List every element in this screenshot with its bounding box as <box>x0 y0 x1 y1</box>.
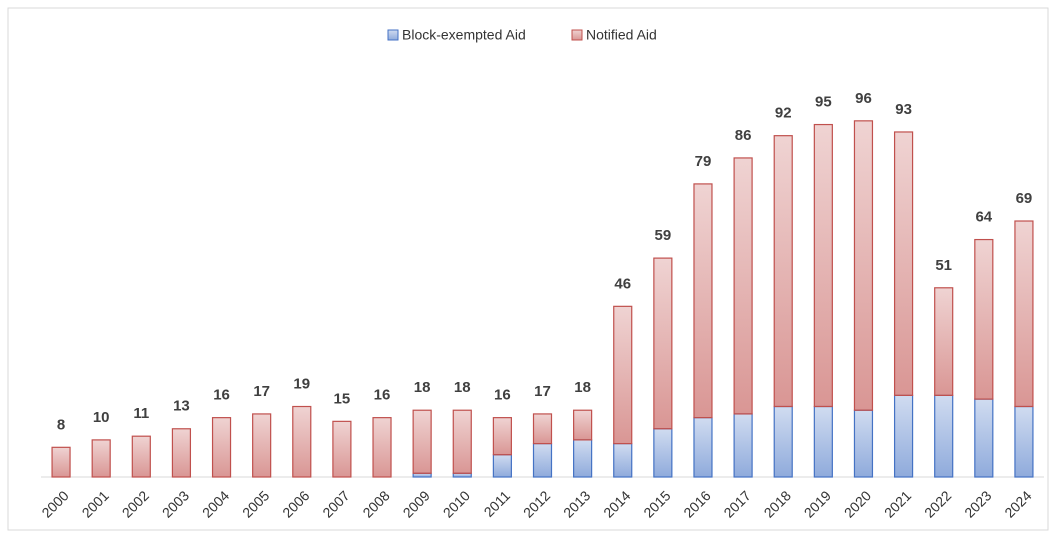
data-label: 18 <box>454 379 471 396</box>
data-label: 86 <box>735 127 752 144</box>
bar-segment <box>492 454 512 478</box>
legend-swatch <box>571 29 583 41</box>
bar-segment <box>532 443 553 478</box>
bar-segment <box>934 287 954 396</box>
legend-label: Block-exempted Aid <box>402 27 526 43</box>
bar-segment <box>693 183 713 419</box>
bar-segment <box>211 417 232 478</box>
bar-segment <box>573 409 593 441</box>
bar-segment <box>332 420 352 478</box>
data-label: 13 <box>173 398 190 415</box>
bar-segment <box>934 394 954 478</box>
data-label: 17 <box>534 383 551 400</box>
data-label: 51 <box>935 257 952 274</box>
bar-segment <box>653 428 673 478</box>
data-label: 93 <box>895 101 912 118</box>
bar-segment <box>773 135 793 408</box>
data-label: 59 <box>655 227 672 244</box>
bar-segment <box>492 417 512 456</box>
data-label: 64 <box>975 209 992 226</box>
bar-segment <box>733 413 753 478</box>
bar-segment <box>372 417 392 478</box>
data-label: 15 <box>334 390 351 407</box>
data-label: 11 <box>133 405 149 422</box>
bar-segment <box>1014 220 1034 408</box>
data-label: 8 <box>57 416 65 433</box>
bar-segment <box>974 398 994 478</box>
bar-segment <box>613 305 633 445</box>
bar-segment <box>131 435 151 478</box>
bar-segment <box>613 443 633 478</box>
bar-segment <box>1014 405 1034 478</box>
data-label: 92 <box>775 105 792 122</box>
bar-segment <box>693 417 713 478</box>
data-label: 16 <box>494 387 511 404</box>
bar-segment <box>853 409 874 478</box>
bar-segment <box>974 238 994 400</box>
legend-swatch <box>387 29 399 41</box>
bar-segment <box>773 405 793 478</box>
data-label: 79 <box>695 153 712 170</box>
data-label: 18 <box>574 379 591 396</box>
bar-segment <box>91 439 111 478</box>
bar-segment <box>813 405 833 478</box>
bar-segment <box>853 120 874 411</box>
data-label: 16 <box>374 387 391 404</box>
data-label: 10 <box>93 409 110 426</box>
bar-segment <box>292 405 312 478</box>
bar-segment <box>452 409 472 474</box>
bar-segment <box>733 157 753 415</box>
bar-segment <box>813 123 833 408</box>
bar-segment <box>532 413 553 445</box>
chart-frame <box>7 7 1049 531</box>
bar-segment <box>171 428 192 478</box>
data-label: 16 <box>213 387 230 404</box>
bar-segment <box>412 409 432 474</box>
data-label: 69 <box>1016 190 1033 207</box>
bar-segment <box>653 257 673 430</box>
data-label: 19 <box>293 375 310 392</box>
bar-segment <box>893 131 914 396</box>
data-label: 95 <box>815 94 832 111</box>
bar-segment <box>893 394 914 478</box>
data-label: 18 <box>414 379 431 396</box>
bar-segment <box>573 439 593 478</box>
data-label: 17 <box>253 383 270 400</box>
data-label: 96 <box>855 90 872 107</box>
legend-label: Notified Aid <box>586 27 657 43</box>
data-label: 46 <box>614 275 631 292</box>
bar-segment <box>252 413 272 478</box>
bar-segment <box>51 446 71 478</box>
